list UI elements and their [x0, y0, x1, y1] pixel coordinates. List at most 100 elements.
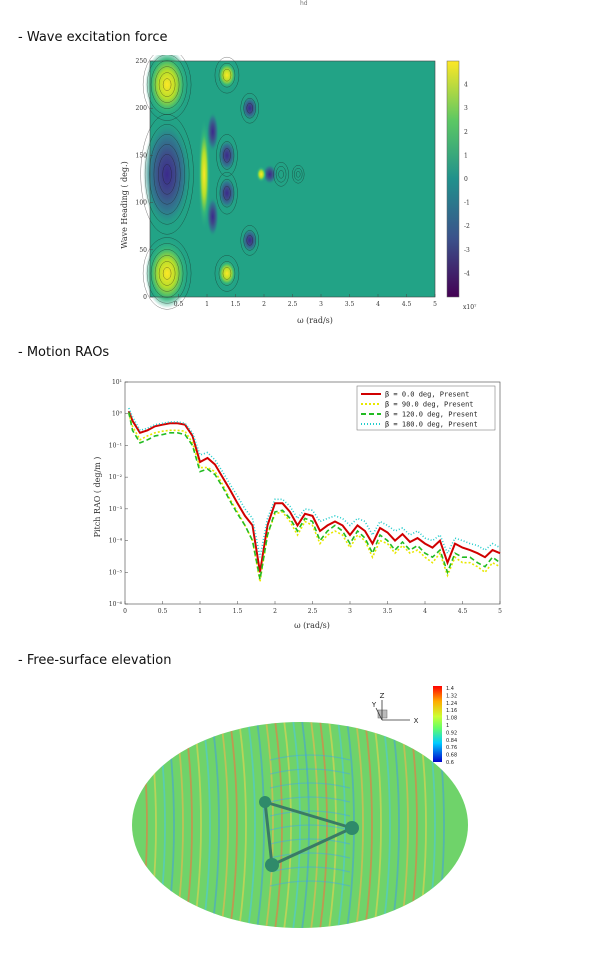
heatmap-contour	[158, 261, 176, 286]
rao-xtick: 0	[123, 608, 127, 615]
wave-crest	[373, 722, 382, 928]
pitch-rao-chart: 0 0.5 1 1.5 2 2.5 3 3.5 4 4.5 5 10⁻⁶ 10⁻⁵ 10⁻⁴ 10⁻³ 10⁻…	[93, 379, 502, 630]
heatmap-xtick: 4	[376, 301, 380, 308]
heatmap-contour	[150, 60, 184, 109]
wave-crest	[269, 824, 351, 831]
surface-colorbar-label: 1.16	[446, 708, 457, 714]
heatmap-xtick: 2.5	[288, 301, 298, 308]
heatmap-blob	[256, 166, 267, 183]
rao-ytick: 10⁻⁵	[109, 569, 123, 576]
heatmap-contour	[142, 55, 192, 121]
colorbar-tick: 0	[464, 176, 468, 183]
heatmap-ytick: 200	[136, 105, 148, 112]
rao-series-line	[128, 407, 501, 558]
column-1	[259, 796, 271, 808]
heatmap-contour	[153, 144, 181, 205]
rao-legend-entry: β = 90.0 deg, Present	[385, 401, 474, 409]
surface-colorbar-label: 1.08	[446, 716, 457, 722]
colorbar-tick: -1	[464, 200, 470, 207]
colorbar-tick: 2	[464, 129, 468, 136]
wave-crest	[229, 722, 238, 928]
heatmap-blob	[143, 119, 192, 230]
heatmap-contour	[149, 134, 185, 215]
rao-legend-entry: β = 180.0 deg, Present	[385, 421, 478, 429]
wave-crest	[269, 838, 351, 845]
heatmap-contour	[219, 141, 235, 170]
rao-xtick: 1.5	[233, 608, 243, 615]
wave-crest	[269, 866, 351, 873]
heatmap-contour	[150, 249, 184, 298]
heatmap-contour	[243, 98, 256, 119]
heatmap-contour	[246, 235, 253, 246]
triad-z-label: Z	[380, 692, 385, 700]
heatmap-blob	[206, 196, 219, 237]
column-3	[265, 858, 279, 872]
heatmap-contour	[240, 93, 259, 124]
surface-colorbar-label: 0.76	[446, 745, 457, 751]
rao-series-line	[128, 412, 501, 580]
rao-xtick: 5	[498, 608, 502, 615]
heatmap-blob	[241, 228, 258, 253]
colorbar-exponent: x10⁷	[463, 304, 477, 311]
column-2	[345, 821, 359, 835]
wave-crest	[269, 880, 351, 887]
colorbar-tick: 1	[464, 152, 468, 159]
heatmap-blob	[262, 164, 277, 185]
heatmap-blob	[206, 111, 219, 152]
wave-crest	[364, 722, 373, 928]
heatmap-xtick: 3	[319, 301, 323, 308]
rao-xtick: 4	[423, 608, 427, 615]
wave-crest	[283, 722, 292, 928]
heatmap-contour	[246, 103, 253, 114]
surface-colorbar-label: 0.68	[446, 753, 457, 759]
wave-crest	[310, 722, 319, 928]
surface-colorbar-label: 0.6	[446, 760, 454, 766]
surface-colorbar-label: 1.4	[446, 686, 454, 692]
heatmap-contour	[219, 178, 235, 208]
heatmap-contour	[214, 56, 240, 94]
wave-crest	[238, 722, 247, 928]
heatmap-xtick: 4.5	[402, 301, 412, 308]
heatmap-ytick: 250	[136, 58, 148, 65]
rao-xtick: 4.5	[458, 608, 468, 615]
wave-crest	[301, 722, 310, 928]
heatmap-xtick: 0.5	[174, 301, 184, 308]
wave-crest	[319, 722, 328, 928]
wave-crest	[211, 722, 220, 928]
heatmap-contour	[158, 154, 177, 195]
surface-colorbar-label: 1	[446, 723, 449, 729]
rao-ytick: 10⁻²	[109, 474, 123, 481]
page-mark: hd	[300, 0, 308, 7]
wave-crest	[328, 722, 337, 928]
heatmap-xtick: 3.5	[345, 301, 355, 308]
rao-xlabel: ω (rad/s)	[294, 621, 330, 630]
heatmap-contour	[146, 243, 188, 304]
wave-crest	[220, 722, 229, 928]
rao-ytick: 10⁻⁴	[109, 538, 123, 545]
wave-crest	[269, 796, 351, 803]
wave-crest	[265, 722, 274, 928]
surface-colorbar-label: 0.92	[446, 730, 457, 736]
triad-y-label: Y	[371, 701, 377, 709]
heatmap-contour	[140, 114, 194, 235]
wave-crest	[247, 722, 256, 928]
rao-ytick: 10⁻³	[109, 506, 123, 513]
heatmap-contour	[243, 230, 256, 251]
heatmap-xtick: 5	[433, 301, 437, 308]
heatmap-contour	[273, 162, 289, 187]
rao-ytick: 10¹	[112, 379, 122, 386]
rao-legend-entry: β = 120.0 deg, Present	[385, 411, 478, 419]
heatmap-xtick: 2	[262, 301, 266, 308]
heatmap-ytick: 50	[139, 247, 147, 254]
heatmap-contour	[216, 171, 238, 215]
heatmap-contour	[158, 72, 176, 97]
heatmap-blob	[198, 119, 211, 230]
heatmap-colorbar	[446, 60, 460, 298]
heatmap-contour	[295, 171, 301, 178]
rao-series-line	[128, 413, 501, 582]
heatmap-contour	[275, 166, 287, 183]
colorbar-tick: 4	[464, 82, 468, 89]
wave-crest	[382, 722, 391, 928]
heatmap-blob	[216, 61, 237, 90]
heatmap-contour	[146, 55, 188, 115]
